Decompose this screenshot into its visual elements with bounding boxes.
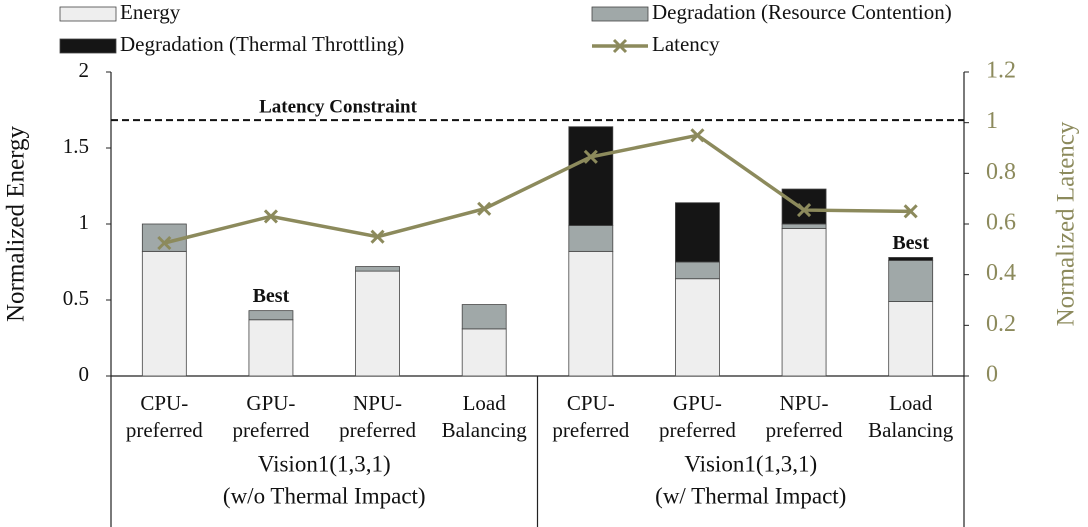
bar-segment <box>568 225 614 252</box>
y-tick-label: 0.5 <box>63 286 89 310</box>
latency-line <box>163 133 911 245</box>
legend-swatch <box>612 38 628 54</box>
group-label: Vision1(1,3,1) <box>684 451 817 476</box>
y2-axis-title: Normalized Latency <box>1053 121 1080 326</box>
bar-segment <box>568 250 614 377</box>
latency-marker <box>797 203 812 218</box>
group-label: (w/ Thermal Impact) <box>655 483 846 508</box>
y-axis-title: Normalized Energy <box>3 126 30 322</box>
reference-label: Latency Constraint <box>259 96 417 117</box>
x-tick-label: preferred <box>339 418 416 442</box>
bar-segment <box>888 301 934 377</box>
x-tick-label: preferred <box>552 418 629 442</box>
y2-tick-label: 0.2 <box>986 311 1016 337</box>
latency-marker <box>477 201 492 216</box>
x-tick-label: NPU- <box>780 391 829 415</box>
bar-segment <box>675 202 720 263</box>
bar-segment <box>248 319 294 377</box>
bar-segment <box>675 278 720 377</box>
x-tick-label: preferred <box>126 418 203 442</box>
y-tick-label: 1 <box>79 210 90 234</box>
latency-marker <box>903 204 918 219</box>
legend-swatch <box>59 38 117 54</box>
latency-marker <box>370 229 385 244</box>
bar-segment <box>781 188 827 225</box>
legend-label: Latency <box>652 32 720 56</box>
x-tick-label: preferred <box>766 418 843 442</box>
x-tick-label: Load <box>889 391 933 415</box>
y2-tick-label: 1.2 <box>986 58 1016 84</box>
x-tick-label: GPU- <box>246 391 295 415</box>
x-tick-label: CPU- <box>140 391 188 415</box>
latency-marker <box>157 235 172 251</box>
y-tick-label: 2 <box>79 58 90 82</box>
y2-tick-label: 1 <box>986 108 998 134</box>
annotation: Best <box>892 232 929 254</box>
latency-marker <box>583 149 598 164</box>
legend-swatch <box>591 6 649 22</box>
bar-segment <box>781 223 827 229</box>
legend-label: Degradation (Resource Contention) <box>652 0 952 24</box>
annotation: Best <box>253 285 290 307</box>
x-tick-label: preferred <box>659 418 736 442</box>
legend-label: Degradation (Thermal Throttling) <box>120 32 404 56</box>
y-tick-label: 1.5 <box>63 134 89 158</box>
bar-segment <box>461 328 507 377</box>
group-label: Vision1(1,3,1) <box>258 451 391 476</box>
latency-marker <box>690 128 705 143</box>
legend-swatch <box>59 6 117 22</box>
bar-segment <box>355 270 400 377</box>
bar-segment <box>888 260 934 302</box>
y2-tick-label: 0.6 <box>986 210 1016 236</box>
x-tick-label: CPU- <box>567 391 615 415</box>
x-tick-label: NPU- <box>353 391 402 415</box>
y2-tick-label: 0 <box>986 362 998 388</box>
bar-segment <box>141 250 187 377</box>
bar-segment <box>568 126 614 226</box>
bar-segment <box>675 261 720 280</box>
group-label: (w/o Thermal Impact) <box>223 483 426 508</box>
y2-tick-label: 0.8 <box>986 159 1016 185</box>
x-tick-label: Balancing <box>442 418 528 442</box>
legend-label: Energy <box>120 0 181 24</box>
bar-segment <box>461 304 507 330</box>
x-tick-label: preferred <box>232 418 309 442</box>
latency-marker <box>263 209 278 224</box>
y2-tick-label: 0.4 <box>986 260 1016 286</box>
x-tick-label: Balancing <box>868 418 954 442</box>
x-tick-label: Load <box>463 391 507 415</box>
bar-segment <box>355 266 400 272</box>
bar-segment <box>888 257 934 261</box>
bar-segment <box>248 310 294 321</box>
bar-segment <box>781 228 827 377</box>
y-tick-label: 0 <box>79 362 90 386</box>
x-tick-label: GPU- <box>673 391 722 415</box>
